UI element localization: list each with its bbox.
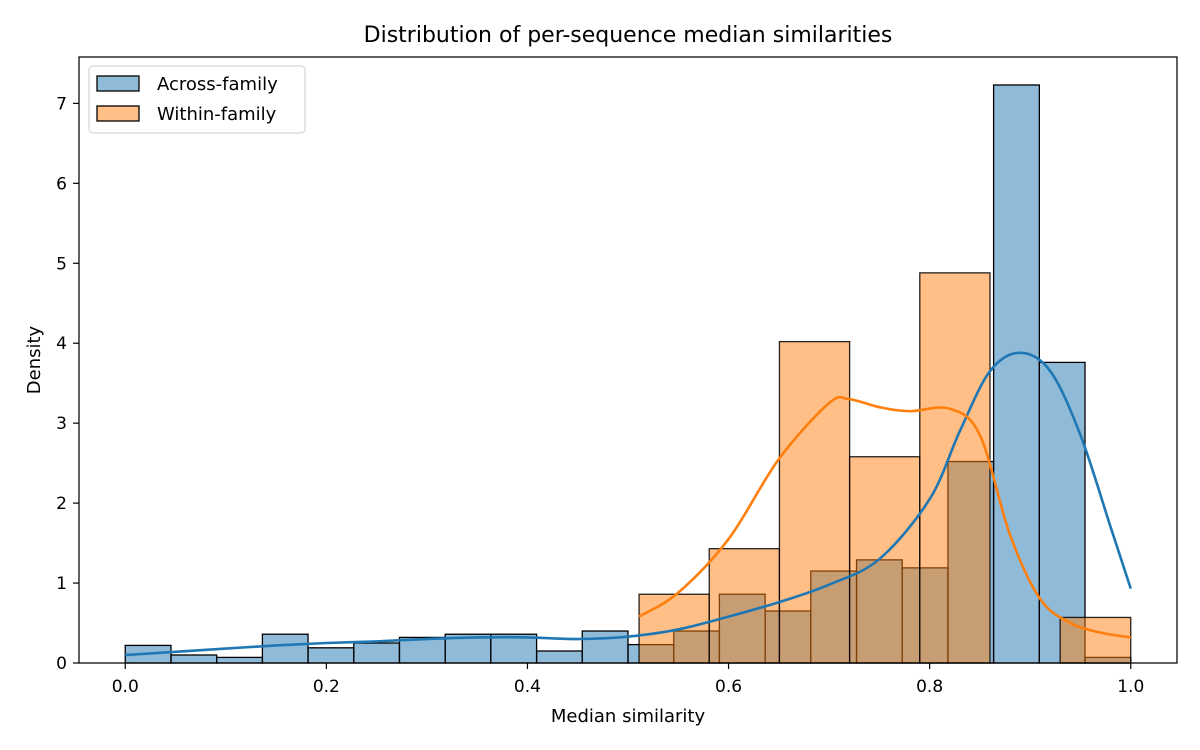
legend-label-across-family: Across-family xyxy=(157,74,278,95)
bar-across-family-9 xyxy=(535,650,583,664)
plot-frame xyxy=(78,56,1178,664)
bar-across-family-7 xyxy=(444,633,492,664)
chart-title: Distribution of per-sequence median simi… xyxy=(364,23,893,48)
legend-swatch-across-family xyxy=(96,75,140,92)
bar-across-family-3 xyxy=(261,633,309,664)
x-tick-label: 0.6 xyxy=(715,677,742,697)
legend-label-within-family: Within-family xyxy=(157,104,277,125)
x-axis: 0.0 0.2 0.4 0.6 0.8 1.0 xyxy=(112,663,1144,697)
y-axis: 0 1 2 3 4 5 6 7 xyxy=(56,94,79,674)
legend-box xyxy=(88,65,306,134)
y-tick-label: 5 xyxy=(56,254,67,274)
y-axis-label: Density xyxy=(24,325,45,394)
x-tick-label: 0.4 xyxy=(514,677,541,697)
bar-across-family-10 xyxy=(581,630,629,664)
x-tick-label: 0.8 xyxy=(916,677,943,697)
bar-across-family-6 xyxy=(398,636,446,664)
bar-within-family-3 xyxy=(848,456,921,664)
y-tick-label: 1 xyxy=(56,574,67,594)
bar-across-family-2 xyxy=(216,656,264,664)
bar-within-family-4 xyxy=(919,272,991,664)
bar-across-family-1 xyxy=(170,654,218,664)
kde-line-within-family xyxy=(638,395,1131,639)
y-tick-label: 6 xyxy=(56,174,67,194)
y-tick-label: 7 xyxy=(56,94,67,114)
bar-within-family-0 xyxy=(638,593,710,664)
x-axis-label: Median similarity xyxy=(551,706,706,727)
kde-layer xyxy=(125,351,1132,657)
y-tick-label: 0 xyxy=(56,654,67,674)
legend-swatch-within-family xyxy=(96,105,140,122)
bar-within-family-2 xyxy=(778,340,851,664)
y-tick-label: 4 xyxy=(56,334,67,354)
bar-across-family-4 xyxy=(307,647,355,664)
x-tick-label: 0.0 xyxy=(112,677,139,697)
x-tick-label: 0.2 xyxy=(313,677,340,697)
y-tick-label: 2 xyxy=(56,494,67,514)
y-tick-label: 3 xyxy=(56,414,67,434)
bar-across-family-20 xyxy=(1038,361,1086,664)
kde-line-across-family xyxy=(125,351,1132,657)
bar-across-family-19 xyxy=(992,84,1040,664)
bar-across-family-8 xyxy=(490,633,538,664)
bar-across-family-5 xyxy=(353,642,401,664)
x-tick-label: 1.0 xyxy=(1117,677,1144,697)
bars-layer xyxy=(124,84,1132,664)
legend: Across-family Within-family xyxy=(88,65,306,134)
